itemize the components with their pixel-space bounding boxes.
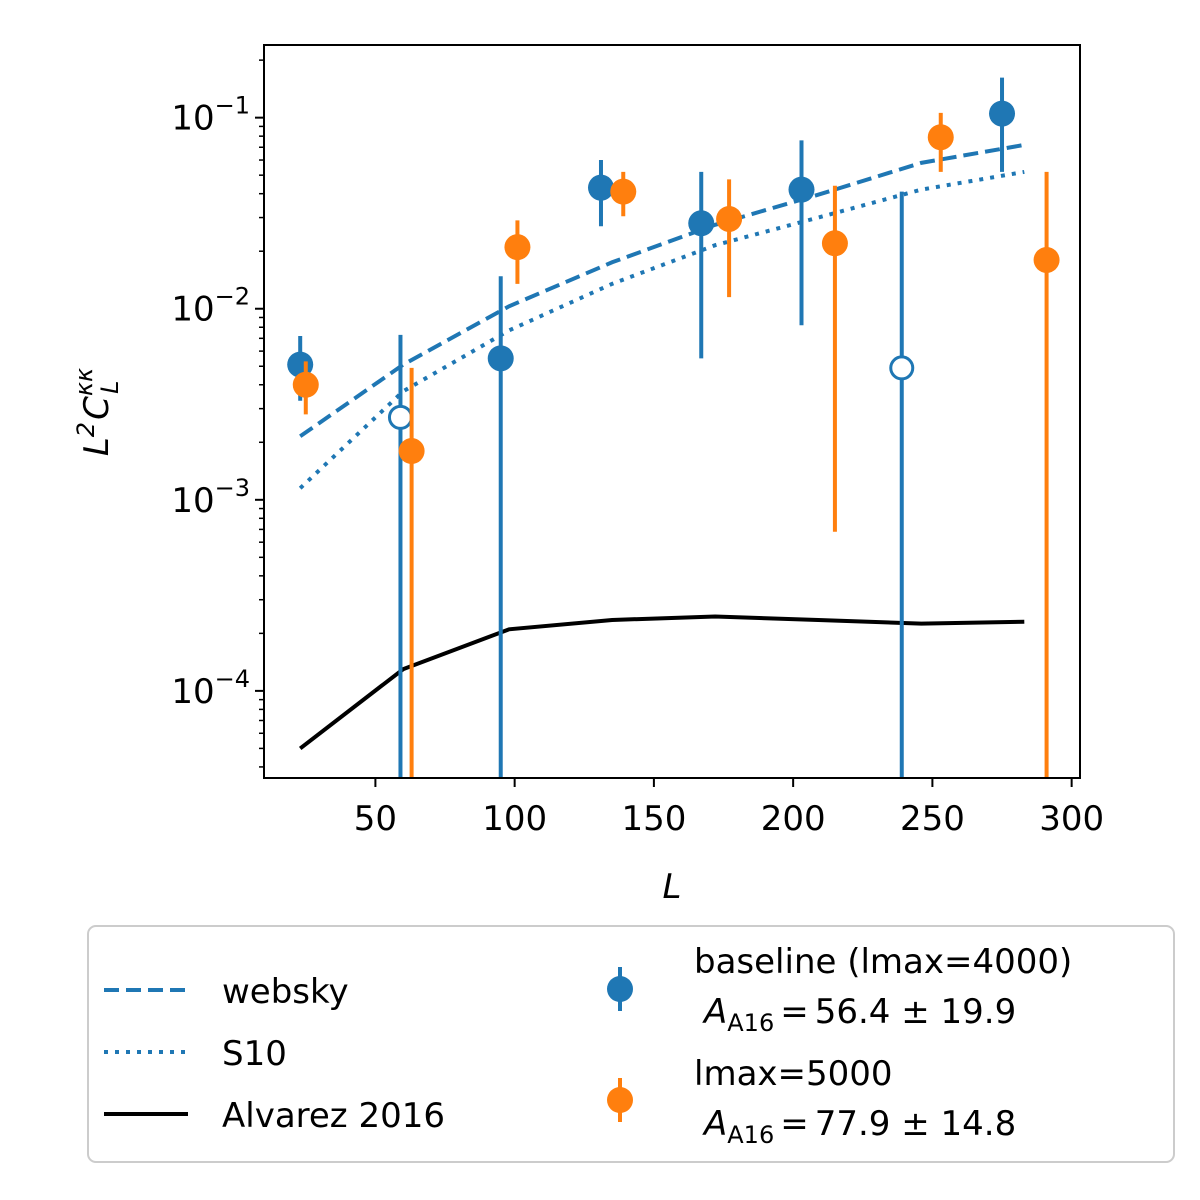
legend-lmax5000-label: lmax=5000 — [694, 1054, 893, 1094]
baseline-lmax-4000-marker-open — [387, 404, 413, 430]
legend-baseline-label: baseline (lmax=4000) — [694, 942, 1072, 982]
legend-s10-label: S10 — [222, 1034, 287, 1074]
x-tick-label: 50 — [354, 799, 397, 839]
legend-baseline-amp-value: 56.4 ± 19.9 — [815, 992, 1017, 1032]
y-tick-label: 10−4 — [171, 665, 250, 712]
legend-lmax5000-amp-value: 77.9 ± 14.8 — [815, 1104, 1017, 1144]
legend-websky-label: websky — [222, 972, 349, 1012]
y-label-sup: κκ — [70, 367, 98, 396]
baseline-lmax-4000-marker — [788, 176, 815, 203]
lmax-5000-marker — [398, 438, 425, 465]
y-label-base: L — [77, 437, 117, 456]
legend-baseline-amp-symbol: A — [702, 992, 727, 1032]
legend-lmax5000-amp-eq: = — [780, 1104, 809, 1144]
lmax-5000-marker — [716, 205, 743, 232]
legend-frame — [87, 925, 1175, 1163]
lmax-5000-point — [1033, 171, 1060, 778]
baseline-lmax-4000-marker — [487, 345, 514, 372]
x-tick-label: 150 — [621, 799, 686, 839]
lmax-5000-marker — [927, 124, 954, 151]
lmax-5000-point — [610, 171, 637, 217]
y-label-exp: 2 — [72, 422, 100, 437]
x-tick-label: 200 — [761, 799, 826, 839]
baseline-lmax-4000-point — [889, 191, 915, 778]
lmax-5000-point — [821, 185, 848, 532]
lmax-5000-marker — [504, 234, 531, 261]
y-tick-label: 10−3 — [171, 474, 250, 521]
websky-line — [299, 142, 1025, 438]
y-axis-label: L2CκκL — [70, 367, 124, 456]
baseline-lmax-4000-point — [989, 77, 1016, 172]
legend-lmax5000-amp-symbol: A — [702, 1104, 727, 1144]
plot-area — [287, 77, 1060, 778]
lmax-5000-marker — [821, 230, 848, 257]
x-tick-label: 100 — [482, 799, 547, 839]
y-label-sub: L — [96, 380, 124, 393]
legend-baseline-amp-eq: = — [780, 992, 809, 1032]
baseline-lmax-4000-point — [788, 140, 815, 326]
lmax-5000-point — [504, 220, 531, 284]
legend: websky S10 Alvarez 2016 baseline (lmax=4… — [87, 925, 1175, 1163]
x-axis-label: L — [663, 867, 682, 907]
legend-baseline-marker — [607, 967, 633, 1011]
baseline-lmax-4000-marker — [587, 174, 614, 201]
alvarez-2016-line — [298, 614, 1025, 750]
x-tick-label: 300 — [1039, 799, 1104, 839]
y-tick-label: 10−1 — [171, 92, 250, 139]
lmax-5000-marker — [610, 178, 637, 205]
lmax-5000-marker — [1033, 246, 1060, 273]
y-label-c: C — [77, 396, 117, 420]
axes-frame — [263, 44, 1081, 779]
lmax-5000-marker — [292, 371, 319, 398]
legend-lmax5000-amp-sub: A16 — [727, 1121, 774, 1149]
baseline-lmax-4000-point — [587, 160, 614, 227]
x-axis: 50 100 150 200 250 300 — [354, 778, 1104, 839]
baseline-lmax-4000-marker — [989, 100, 1016, 127]
x-tick-label: 250 — [900, 799, 965, 839]
lmax-5000-point — [292, 361, 319, 415]
baseline-lmax-4000-marker — [688, 210, 715, 237]
y-axis: 10−4 10−3 10−2 10−1 — [171, 59, 264, 768]
s10-line — [298, 169, 1025, 490]
legend-lmax5000-marker — [607, 1078, 633, 1122]
y-tick-label: 10−2 — [171, 283, 250, 330]
legend-baseline-amp-sub: A16 — [727, 1009, 774, 1037]
legend-lmax5000-amp: AA16 = 77.9 ± 14.8 — [702, 1104, 1016, 1149]
lmax-5000-point — [927, 112, 954, 172]
baseline-lmax-4000-point — [487, 276, 514, 778]
baseline-lmax-4000-point — [688, 171, 715, 359]
legend-alvarez-label: Alvarez 2016 — [222, 1096, 445, 1136]
lmax-5000-point — [716, 179, 743, 298]
baseline-lmax-4000-marker-open — [889, 355, 915, 381]
legend-baseline-amp: AA16 = 56.4 ± 19.9 — [702, 992, 1016, 1037]
baseline-lmax-4000-point — [387, 334, 413, 778]
lmax-5000-point — [398, 367, 425, 778]
